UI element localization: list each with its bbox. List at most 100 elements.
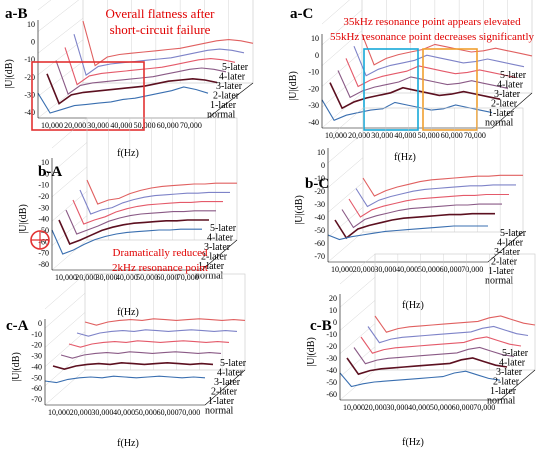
highlight-box-35khz [363, 48, 419, 131]
series-line-5-later [361, 33, 533, 66]
y-tick-label: -20 [308, 84, 319, 93]
panel-label: b-A [38, 164, 62, 180]
x-tick-label: 30,000 [87, 121, 109, 130]
x-tick-label: 30,000 [374, 265, 396, 274]
grid-line [51, 142, 88, 173]
y-tick-label: -40 [314, 213, 325, 222]
y-tick-label: -10 [38, 181, 49, 190]
x-tick-label: 20,000 [365, 403, 387, 412]
grid-line [44, 369, 86, 406]
x-tick-label: 40,000 [110, 121, 132, 130]
grid-line [37, 61, 84, 97]
y-tick-label: 0 [333, 318, 337, 327]
x-tick-label: 70,000 [473, 403, 495, 412]
grid-line [37, 39, 84, 75]
legend-entry-normal: normal [485, 118, 514, 129]
legend-entry-4-later: 4-later [497, 238, 524, 249]
series-line-5-later [374, 315, 536, 333]
series-line-3-later [72, 199, 223, 225]
chart-panel-a-B: 10 0 -10 -20 -30 -40 10,000 20,000 30,000 40,000 5… [4, 0, 254, 159]
series-line-2-later [353, 346, 515, 365]
series-line-1-later [329, 82, 501, 110]
y-tick-label: -60 [326, 390, 337, 399]
grid-line [321, 0, 350, 25]
y-tick-label: -10 [24, 55, 35, 64]
legend-entry-3-later: 3-later [496, 367, 523, 378]
y-tick-label: -70 [38, 249, 49, 258]
legend-entry-1-later: 1-later [208, 396, 235, 407]
y-axis-title: |U|(dB) [288, 71, 299, 101]
annotation-text: Overall flatness after [105, 6, 215, 21]
series-line-normal [51, 228, 202, 255]
grid-line [44, 331, 86, 367]
y-tick-label: -20 [326, 342, 337, 351]
grid-line [51, 117, 88, 149]
back-wall [361, 0, 533, 94]
x-tick-label: 10,000 [325, 131, 347, 140]
back-wall [82, 0, 254, 84]
annotation-text: 35kHz resonance point appears elevated [343, 16, 521, 28]
back-wall [362, 107, 524, 233]
grid-line [327, 157, 364, 188]
legend-entry-normal: normal [485, 276, 514, 287]
legend-entry-2-later: 2-later [211, 387, 238, 398]
grid-line [327, 207, 364, 238]
legend-entry-5-later: 5-later [222, 62, 249, 73]
series-line-normal [44, 375, 206, 384]
x-tick-label: 40,000 [113, 408, 135, 417]
legend-entry-1-later: 1-later [198, 261, 225, 272]
legend-entry-5-later: 5-later [210, 223, 237, 234]
y-tick-label: -20 [38, 192, 49, 201]
series-line-2-later [341, 203, 502, 229]
grid-line [327, 132, 364, 163]
x-tick-label: 10,000 [41, 121, 63, 130]
depth-axis [204, 369, 246, 406]
x-tick-label: 70,000 [177, 273, 199, 282]
legend-entry-1-later: 1-later [488, 108, 515, 119]
grid-line [339, 253, 376, 285]
series-line-2-later [60, 351, 222, 359]
grid-line [44, 293, 86, 329]
legend-entry-4-later: 4-later [219, 72, 246, 83]
y-axis-title: |U|(dB) [294, 195, 305, 225]
y-axis-title: |U|(dB) [306, 337, 317, 367]
legend-entry-4-later: 4-later [217, 368, 244, 379]
y-tick-label: -50 [38, 226, 49, 235]
y-tick-label: -50 [326, 378, 337, 387]
series-line-3-later [345, 58, 517, 88]
x-tick-label: 60,000 [441, 131, 463, 140]
y-tick-label: -40 [326, 366, 337, 375]
legend-entry-2-later: 2-later [493, 377, 520, 388]
annotation-text: short-circuit failure [110, 22, 211, 37]
series-line-3-later [360, 336, 522, 354]
series-line-5-later [86, 179, 237, 205]
legend-entry-3-later: 3-later [214, 377, 241, 388]
series-line-1-later [346, 357, 508, 376]
grid-line [321, 51, 363, 87]
x-tick-label: 60,000 [156, 273, 178, 282]
grid-line [37, 0, 79, 32]
legend-entry-4-later: 4-later [499, 358, 526, 369]
series-line-2-later [55, 60, 227, 95]
x-tick-label: 20,000 [348, 131, 370, 140]
depth-axis [207, 82, 254, 119]
x-tick-label: 30,000 [91, 408, 113, 417]
y-axis-title: |U|(dB) [11, 352, 22, 382]
x-axis-title: f(Hz) [117, 438, 139, 449]
series-line-3-later [68, 340, 230, 348]
x-tick-label: 10,000 [331, 265, 353, 274]
x-tick-label: 10,000 [48, 408, 70, 417]
legend-entry-1-later: 1-later [488, 266, 515, 277]
depth-axis [499, 369, 536, 401]
y-tick-label: -30 [38, 203, 49, 212]
series-line-1-later [46, 73, 218, 105]
x-tick-label: 20,000 [64, 121, 86, 130]
y-tick-label: 0 [321, 161, 325, 170]
grid-line [37, 0, 52, 11]
legend-entry-4-later: 4-later [207, 233, 234, 244]
grid-line [327, 107, 364, 139]
annotation-text: Dramatically reduced [113, 247, 208, 259]
series-line-4-later [353, 45, 525, 77]
